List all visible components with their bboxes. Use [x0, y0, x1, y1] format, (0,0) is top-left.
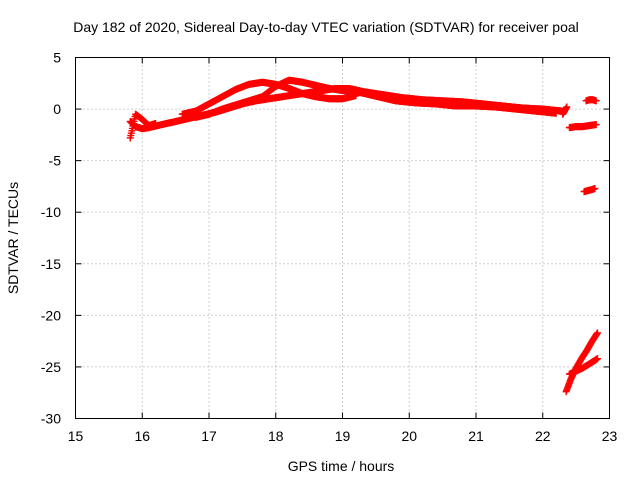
y-tick-label: -10 [41, 204, 61, 220]
x-tick-label: 22 [535, 428, 551, 444]
y-tick-label: -25 [41, 359, 61, 375]
y-tick-label: 5 [53, 50, 61, 66]
series-track-10 [565, 355, 601, 378]
series-track-5 [559, 103, 571, 118]
series-track-6 [565, 121, 600, 132]
x-tick-label: 20 [401, 428, 417, 444]
data-point [563, 103, 571, 111]
data-point [152, 120, 160, 128]
x-tick-label: 17 [201, 428, 217, 444]
series-track-2 [126, 110, 160, 142]
x-tick-label: 15 [68, 428, 84, 444]
y-tick-label: -5 [49, 153, 62, 169]
data-point [593, 329, 601, 337]
data-point [552, 109, 560, 117]
y-tick-label: 0 [53, 101, 61, 117]
series-track-8 [580, 184, 599, 196]
y-axis-label: SDTVAR / TECUs [5, 182, 21, 294]
series-track-7 [582, 96, 600, 105]
x-tick-label: 18 [268, 428, 284, 444]
x-tick-label: 16 [134, 428, 150, 444]
y-tick-label: -20 [41, 307, 61, 323]
series-track-4 [192, 76, 560, 121]
x-axis-label: GPS time / hours [288, 458, 395, 474]
y-tick-label: -30 [41, 411, 61, 427]
plot-frame [75, 57, 610, 419]
x-tick-label: 19 [335, 428, 351, 444]
data-point [592, 97, 600, 105]
tick-labels: 15 16 17 18 19 20 21 22 23 5 0 -5 -10 -15 -20 -25 -30 [41, 50, 618, 445]
data-point [591, 184, 599, 192]
x-tick-label: 23 [602, 428, 618, 444]
y-tick-label: -15 [41, 256, 61, 272]
data-point [593, 355, 601, 363]
x-tick-label: 21 [468, 428, 484, 444]
data-points [126, 76, 601, 396]
data-point [592, 121, 600, 129]
chart-title: Day 182 of 2020, Sidereal Day-to-day VTE… [73, 19, 579, 35]
